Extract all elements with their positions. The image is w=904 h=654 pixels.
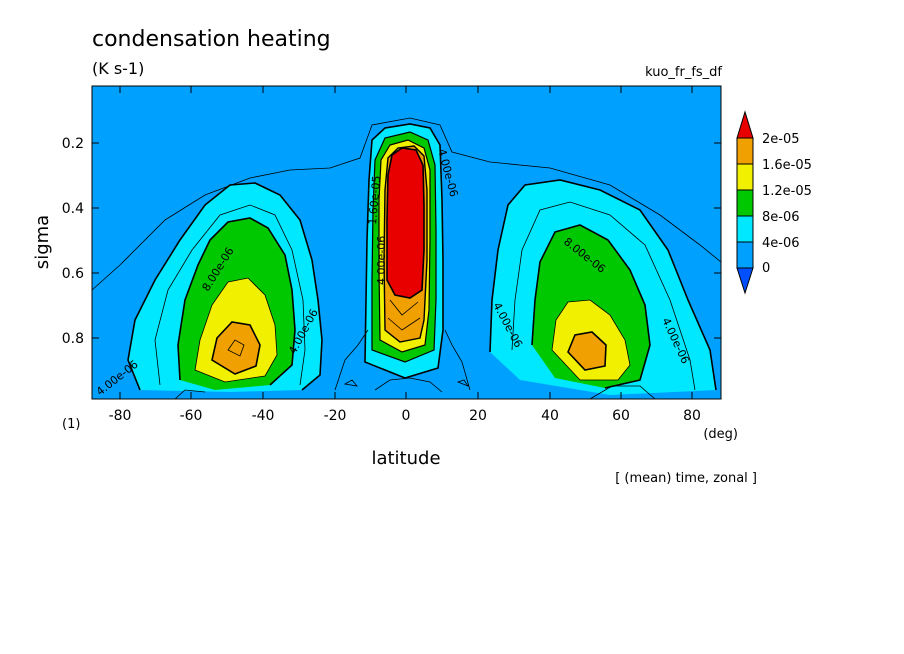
contour-line-north-4e-06 [489,179,717,391]
run-label: kuo_fr_fs_df [645,65,722,80]
contour-line-south-peak [227,339,245,357]
colorbar-swatch [736,215,754,243]
contour-line-eq-interior-1 [389,299,419,316]
y-axis [92,142,721,339]
footnote: [ (mean) time, zonal ] [615,471,757,486]
chart-title: condensation heating [92,27,331,52]
panel-index-label: (1) [62,417,80,432]
contour-line-eq-base [334,329,369,391]
x-tick-label: -20 [324,408,347,424]
colorbar-label: 8e-06 [762,210,800,225]
y-axis-label: sigma [32,215,53,269]
colorbar-swatch [736,241,754,269]
colorbar-label: 4e-06 [762,236,800,251]
contour-line-north-8e-06 [531,224,651,389]
contour-label: 1.60e-05 [366,175,383,225]
x-tick-label: 0 [402,408,411,424]
contour-line-north-bottom [589,385,656,399]
y-tick-label: 0.4 [62,201,84,217]
contour-line-outer [92,117,721,291]
contour-line-north-inner [511,201,696,391]
contour-line-south-pole [174,389,206,399]
contour-lines [92,117,721,399]
contour-fill-eq-2e-05 [387,148,424,298]
contour-line-eq-base-2 [444,329,471,391]
colorbar [736,110,754,295]
colorbar-swatch [736,189,754,217]
colorbar-swatch [736,137,754,165]
x-axis [119,86,693,399]
colorbar-label: 0 [762,261,770,276]
colorbar-label: 1.2e-05 [762,184,812,199]
contour-line-north-1.6e-05 [567,331,607,371]
contour-fill-north-1.6e-05 [568,332,606,370]
contour-line-eq-speck-2 [456,379,470,387]
contour-line-south-8e-06 [177,217,296,386]
contour-line-eq-2e-05 [386,147,425,299]
contour-line-south-inner [154,204,306,386]
y-tick-label: 0.2 [62,136,84,152]
x-unit-label: (deg) [703,427,738,442]
x-tick-label: 40 [541,408,559,424]
y-tick-label: 0.6 [62,266,84,282]
x-tick-label: 60 [612,408,630,424]
x-tick-label: 20 [469,408,487,424]
contour-line-eq-1.2e-05 [378,139,431,353]
x-tick-labels: -80 -60 -40 -20 0 20 40 60 80 [109,408,701,424]
contour-label: 4.00e-06 [375,236,388,285]
y-tick-labels: 0.2 0.4 0.6 0.8 [62,136,84,347]
contour-line-north-1.2e-05 [551,299,631,381]
contour-line-south-4e-06 [127,182,323,391]
contour-line-south-1.2e-05 [194,277,278,383]
x-tick-label: -80 [109,408,132,424]
colorbar-swatch [736,163,754,191]
x-tick-label: -40 [252,408,275,424]
contour-line-eq-bottom-arc [374,377,443,393]
colorbar-under-triangle [736,267,754,295]
units-label: (K s-1) [92,59,144,78]
contour-fill-south-1.6e-05 [212,322,260,374]
contour-line-eq-4e-06 [364,123,444,379]
contour-line-eq-1.6e-05 [383,145,428,343]
colorbar-label: 2e-05 [762,132,800,147]
colorbar-label: 1.6e-05 [762,158,812,173]
contour-line-eq-8e-06 [371,131,437,363]
y-tick-label: 0.8 [62,331,84,347]
plot-area: 4.00e-06 8.00e-06 4.00e-06 4.00e-06 8.00… [92,86,721,399]
colorbar-labels: 2e-05 1.6e-05 1.2e-05 8e-06 4e-06 0 [762,132,812,276]
contour-line-south-1.6e-05 [211,321,261,375]
x-tick-label: 80 [683,408,701,424]
x-axis-label: latitude [371,448,440,469]
contour-line-eq-speck-1 [343,379,358,387]
colorbar-over-triangle [736,110,754,139]
contour-line-eq-interior-2 [387,317,421,331]
x-tick-label: -60 [180,408,203,424]
